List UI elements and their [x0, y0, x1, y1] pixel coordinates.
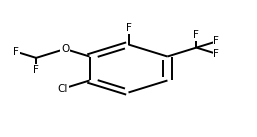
Text: F: F	[214, 49, 219, 59]
Text: F: F	[194, 30, 199, 40]
Text: F: F	[214, 36, 219, 46]
Text: F: F	[126, 23, 131, 33]
Text: Cl: Cl	[58, 84, 68, 94]
Text: O: O	[61, 44, 69, 54]
Text: F: F	[33, 65, 39, 75]
Text: F: F	[13, 47, 19, 57]
